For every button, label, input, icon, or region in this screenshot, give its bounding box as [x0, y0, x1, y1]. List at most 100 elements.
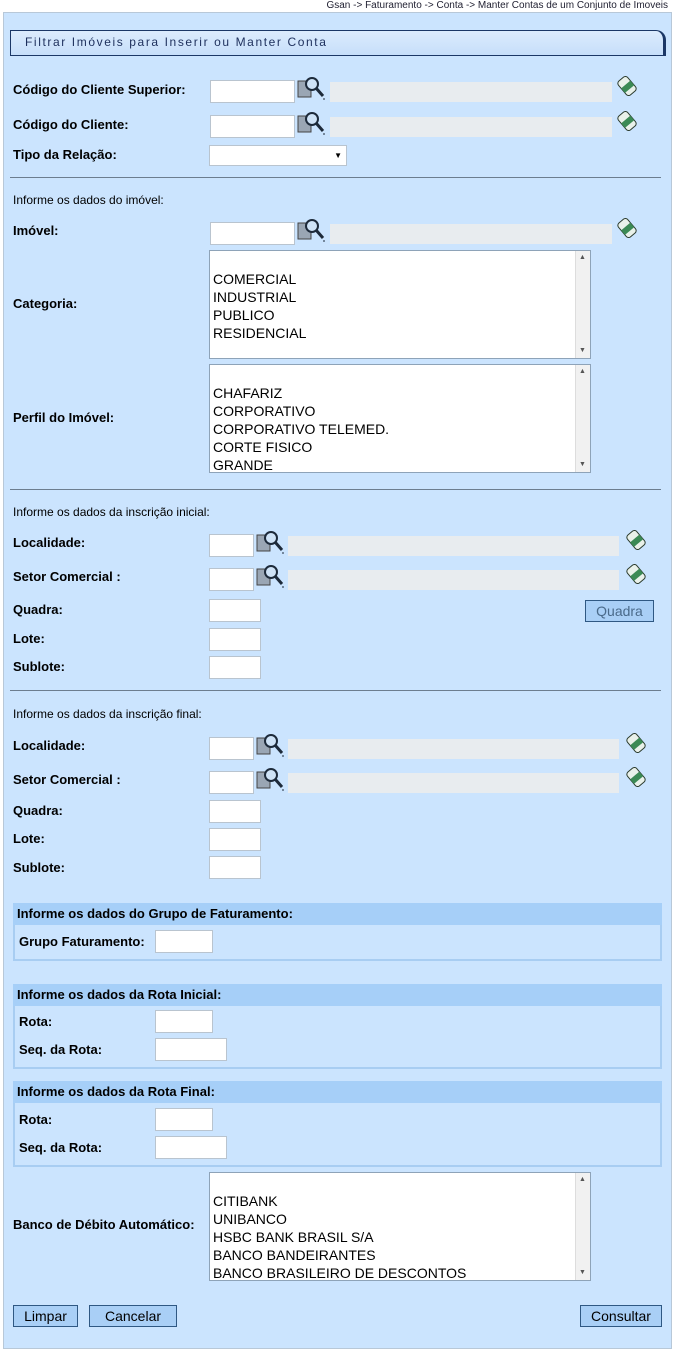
clear-icon[interactable] — [625, 529, 647, 556]
clear-icon[interactable] — [616, 217, 638, 244]
field-label: Código do Cliente Superior: — [13, 82, 186, 97]
list-option[interactable]: COMERCIAL — [213, 271, 297, 287]
list-option[interactable]: GRANDE — [213, 457, 273, 473]
text-input[interactable] — [155, 1136, 227, 1159]
search-icon[interactable] — [297, 75, 325, 106]
field-label: Quadra: — [13, 803, 63, 818]
field-label: Grupo Faturamento: — [19, 934, 145, 949]
text-input[interactable] — [209, 656, 261, 679]
search-icon[interactable] — [256, 766, 284, 797]
scroll-up[interactable]: ▲ — [579, 368, 586, 375]
scrollbar[interactable] — [575, 251, 590, 358]
field-label: Tipo da Relação: — [13, 147, 117, 162]
text-input[interactable] — [210, 115, 295, 138]
scroll-down[interactable]: ▼ — [579, 461, 586, 468]
field-label: Rota: — [19, 1112, 53, 1127]
listbox[interactable] — [209, 364, 591, 473]
list-option[interactable]: CORPORATIVO TELEMED. — [213, 421, 390, 437]
group-header: Informe os dados do Grupo de Faturamento… — [13, 903, 662, 925]
clear-icon[interactable] — [625, 732, 647, 759]
group-header: Informe os dados da Rota Final: — [13, 1081, 662, 1103]
title-bar: Filtrar Imóveis para Inserir ou Manter C… — [10, 30, 666, 56]
breadcrumb: Gsan -> Faturamento -> Conta -> Manter C… — [326, 0, 668, 11]
list-option[interactable]: PUBLICO — [213, 307, 275, 323]
section-text: Informe os dados da inscrição inicial: — [13, 505, 210, 519]
text-input[interactable] — [155, 1010, 213, 1033]
field-label: Quadra: — [13, 602, 63, 617]
field-label: Imóvel: — [13, 223, 59, 238]
list-option[interactable]: CORPORATIVO — [213, 403, 316, 419]
list-option[interactable]: UNIBANCO — [213, 1211, 287, 1227]
search-icon-glyph — [297, 219, 325, 242]
search-icon-glyph — [256, 734, 284, 757]
list-option[interactable]: BANCO BANDEIRANTES — [213, 1247, 376, 1263]
search-icon[interactable] — [256, 732, 284, 763]
field-label: Setor Comercial : — [13, 772, 121, 787]
text-input[interactable] — [155, 930, 213, 953]
text-input[interactable] — [209, 856, 261, 879]
search-icon-glyph — [297, 112, 325, 135]
text-input[interactable] — [155, 1038, 227, 1061]
scrollbar[interactable] — [575, 1173, 590, 1280]
scroll-down[interactable]: ▼ — [579, 1269, 586, 1276]
list-option[interactable]: INDUSTRIAL — [213, 289, 297, 305]
field-label: Código do Cliente: — [13, 117, 129, 132]
field-label: Sublote: — [13, 659, 65, 674]
clear-icon-glyph — [626, 766, 646, 788]
field-label: Lote: — [13, 831, 45, 846]
clear-icon-glyph — [626, 529, 646, 551]
text-input[interactable] — [209, 800, 261, 823]
button[interactable]: Quadra — [585, 600, 654, 622]
field-label: Categoria: — [13, 296, 78, 311]
clear-icon-glyph — [617, 110, 637, 132]
field-label: Rota: — [19, 1014, 53, 1029]
clear-icon-glyph — [626, 732, 646, 754]
text-input[interactable] — [209, 534, 254, 557]
text-input[interactable] — [209, 599, 261, 622]
readonly-field — [288, 773, 619, 793]
search-icon[interactable] — [256, 529, 284, 560]
list-option[interactable]: HSBC BANK BRASIL S/A — [213, 1229, 374, 1245]
readonly-field — [330, 117, 612, 137]
search-icon-glyph — [256, 565, 284, 588]
scroll-up[interactable]: ▲ — [579, 254, 586, 261]
separator — [10, 690, 661, 691]
field-label: Sublote: — [13, 860, 65, 875]
clear-icon[interactable] — [616, 75, 638, 102]
readonly-field — [330, 82, 612, 102]
listbox[interactable] — [209, 250, 591, 359]
readonly-field — [288, 739, 619, 759]
text-input[interactable] — [209, 737, 254, 760]
text-input[interactable] — [209, 828, 261, 851]
list-option[interactable]: BANCO BRASILEIRO DE DESCONTOS — [213, 1265, 467, 1281]
button[interactable]: Cancelar — [89, 1305, 177, 1327]
scroll-up[interactable]: ▲ — [579, 1176, 586, 1183]
field-label: Seq. da Rota: — [19, 1042, 103, 1057]
search-icon-glyph — [297, 77, 325, 100]
list-option[interactable]: RESIDENCIAL — [213, 325, 307, 341]
clear-icon[interactable] — [616, 110, 638, 137]
text-input[interactable] — [210, 80, 295, 103]
listbox[interactable] — [209, 1172, 591, 1281]
text-input[interactable] — [155, 1108, 213, 1131]
clear-icon-glyph — [617, 75, 637, 97]
select[interactable]: ▼ — [209, 145, 347, 166]
section-text: Informe os dados do imóvel: — [13, 193, 164, 207]
clear-icon[interactable] — [625, 766, 647, 793]
button[interactable]: Consultar — [580, 1305, 662, 1327]
scrollbar[interactable] — [575, 365, 590, 472]
search-icon[interactable] — [297, 217, 325, 248]
search-icon[interactable] — [297, 110, 325, 141]
search-icon[interactable] — [256, 563, 284, 594]
scroll-down[interactable]: ▼ — [579, 347, 586, 354]
clear-icon[interactable] — [625, 563, 647, 590]
text-input[interactable] — [209, 568, 254, 591]
button[interactable]: Limpar — [13, 1305, 78, 1327]
list-option[interactable]: CORTE FISICO — [213, 439, 313, 455]
text-input[interactable] — [210, 222, 295, 245]
field-label: Lote: — [13, 631, 45, 646]
text-input[interactable] — [209, 628, 261, 651]
text-input[interactable] — [209, 771, 254, 794]
list-option[interactable]: CHAFARIZ — [213, 385, 283, 401]
list-option[interactable]: CITIBANK — [213, 1193, 278, 1209]
